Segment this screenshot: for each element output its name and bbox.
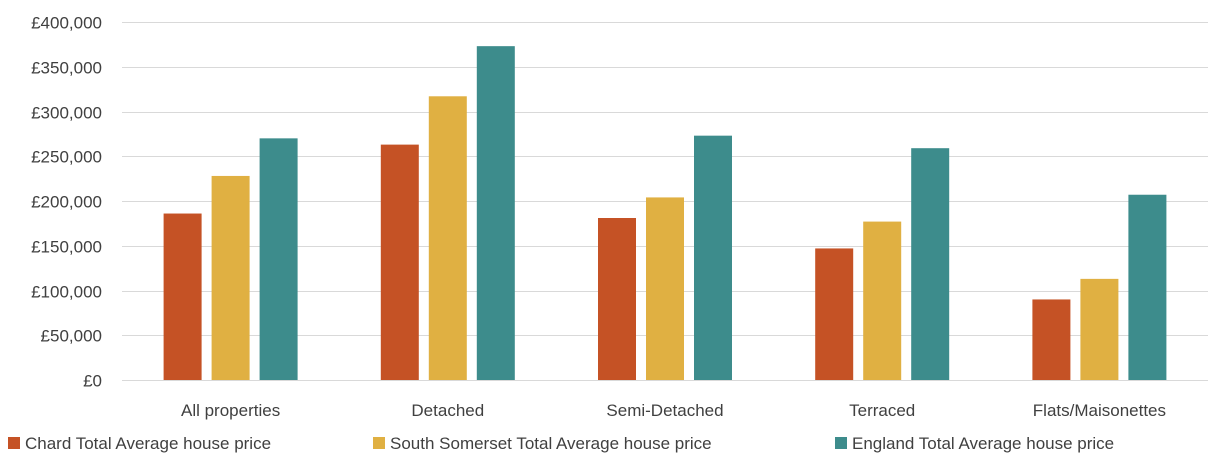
y-tick-label: £350,000 <box>31 59 102 78</box>
bar <box>1080 278 1119 380</box>
bar <box>380 144 419 380</box>
bar <box>646 197 684 380</box>
y-tick-label: £100,000 <box>31 283 102 302</box>
bar <box>694 135 732 380</box>
y-tick-label: £50,000 <box>41 327 102 346</box>
legend: Chard Total Average house price South Som… <box>8 434 1114 453</box>
x-category-label: Detached <box>411 401 484 420</box>
y-tick-label: £150,000 <box>31 238 102 257</box>
bar <box>863 221 902 380</box>
legend-label: Chard Total Average house price <box>25 434 271 453</box>
bar <box>1032 299 1071 380</box>
x-axis-labels: All properties Detached Semi-Detached Terra… <box>181 401 1166 420</box>
bar <box>815 248 854 380</box>
y-axis-ticks: £0 £50,000 £100,000 £150,000 £200,000 £250,00… <box>31 14 102 391</box>
legend-swatch <box>8 437 20 449</box>
y-tick-label: £400,000 <box>31 14 102 33</box>
legend-label: England Total Average house price <box>852 434 1114 453</box>
bar <box>476 46 515 380</box>
bar <box>211 175 250 380</box>
y-tick-label: £300,000 <box>31 104 102 123</box>
x-category-label: Semi-Detached <box>606 401 723 420</box>
bar <box>163 213 202 380</box>
x-category-label: All properties <box>181 401 280 420</box>
x-category-label: Terraced <box>849 401 915 420</box>
bar <box>911 148 950 380</box>
y-tick-label: £200,000 <box>31 193 102 212</box>
bar <box>428 96 467 380</box>
legend-label: South Somerset Total Average house price <box>390 434 712 453</box>
bar <box>1128 194 1167 380</box>
legend-swatch <box>373 437 385 449</box>
bars <box>163 46 1167 380</box>
bar <box>259 138 298 380</box>
y-tick-label: £0 <box>83 372 102 391</box>
bar <box>598 218 636 380</box>
y-tick-label: £250,000 <box>31 148 102 167</box>
x-category-label: Flats/Maisonettes <box>1033 401 1166 420</box>
legend-swatch <box>835 437 847 449</box>
